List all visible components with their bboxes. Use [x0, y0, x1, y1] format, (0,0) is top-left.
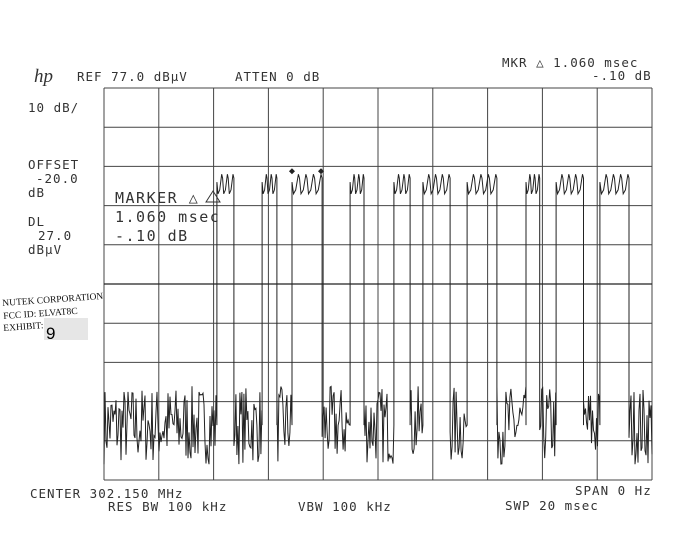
video-bandwidth: VBW 100 kHz [298, 499, 392, 514]
span: SPAN 0 Hz [575, 483, 652, 498]
marker-delta-level: -.10 dB [592, 68, 652, 83]
delta-marker-icon [318, 168, 325, 175]
offset-value: -20.0 [36, 171, 79, 186]
hp-logo: hp [34, 66, 53, 87]
marker-triangle-icon [205, 190, 221, 203]
marker-box-level: -.10 dB [115, 227, 189, 245]
offset-unit: dB [28, 185, 46, 200]
marker-box-title: MARKER △ [115, 189, 200, 207]
attenuation: ATTEN 0 dB [235, 69, 321, 84]
center-frequency: CENTER 302.150 MHz [30, 486, 184, 501]
scale-per-div: 10 dB/ [28, 100, 80, 115]
resolution-bandwidth: RES BW 100 kHz [108, 499, 228, 514]
exhibit-box [44, 318, 88, 340]
marker-box-time: 1.060 msec [115, 208, 221, 226]
exhibit-number: 9 [46, 324, 56, 343]
dl-value: 27.0 [38, 228, 73, 243]
ref-level: REF 77.0 dBµV [77, 69, 188, 84]
trace [103, 174, 653, 465]
sweep-time: SWP 20 msec [505, 498, 599, 513]
marker-delta-time: MKR △ 1.060 msec [502, 55, 639, 70]
reference-marker-icon [288, 168, 295, 175]
offset-label: OFFSET [28, 157, 80, 172]
dl-unit: dBµV [28, 242, 63, 257]
dl-label: DL [28, 214, 46, 229]
